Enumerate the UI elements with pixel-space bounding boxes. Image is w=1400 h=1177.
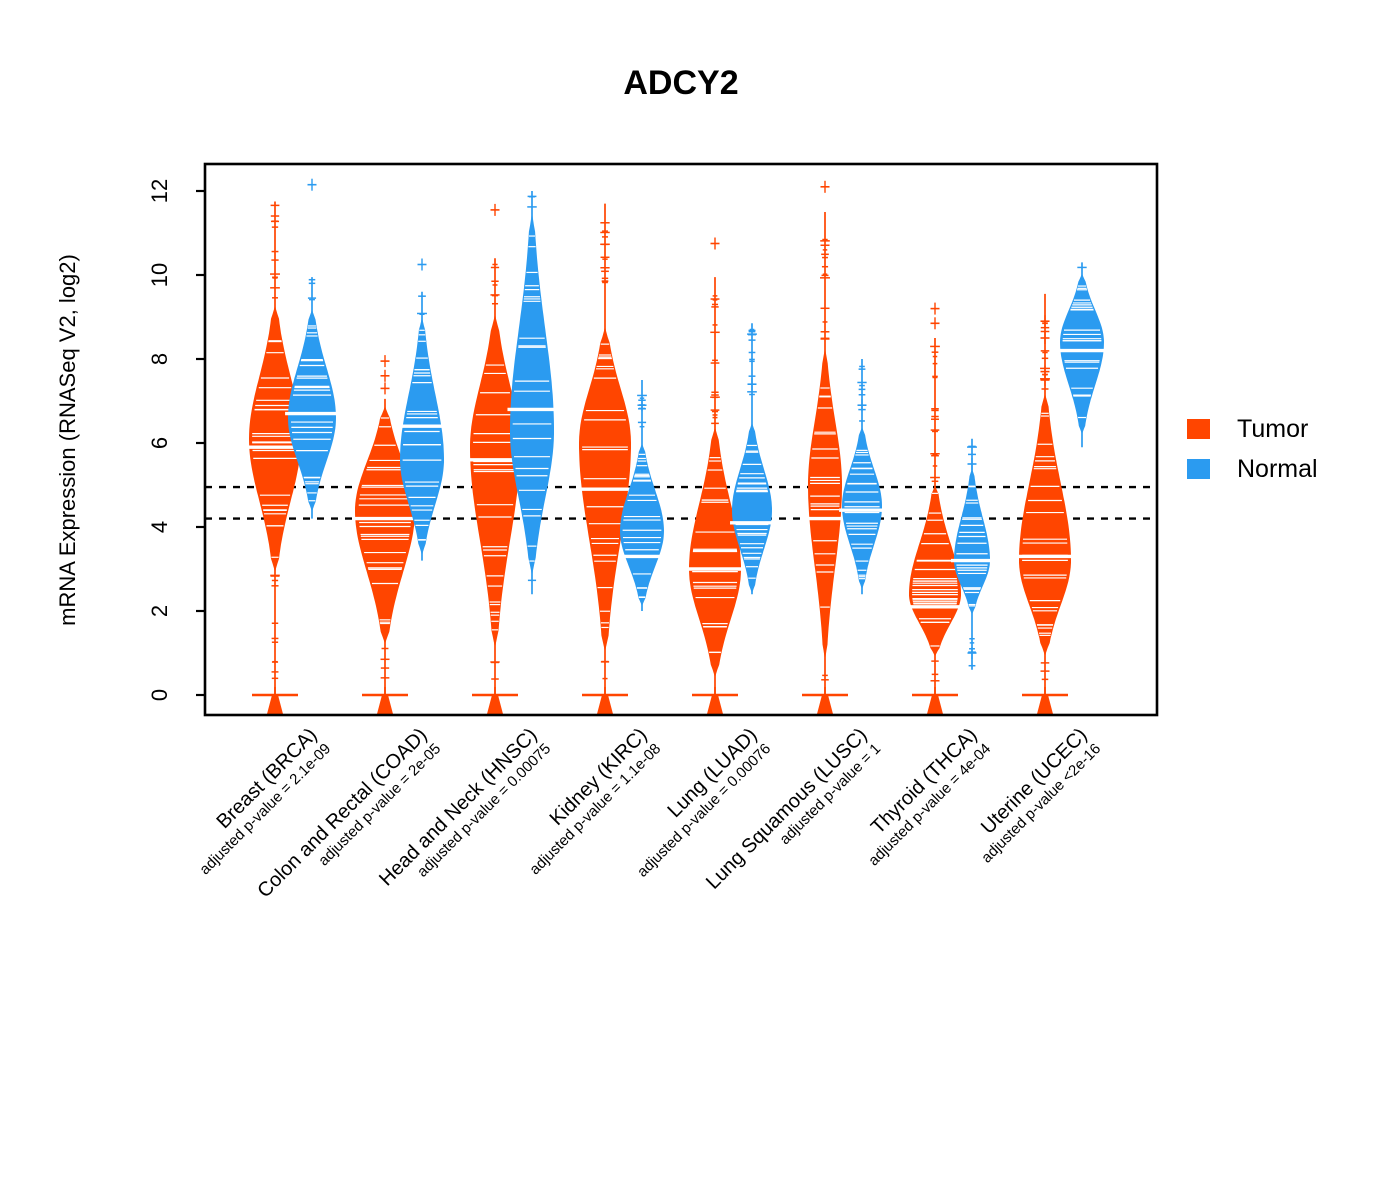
y-tick-label: 0 [147,688,172,702]
zero-stub [817,695,833,714]
violin-body [954,468,990,616]
violin-body [909,485,961,658]
violin-body [249,304,301,574]
violin-body [400,317,444,557]
violin-body [732,422,772,595]
zero-stub [707,695,723,714]
legend-label: Normal [1237,454,1318,483]
violin-body [510,212,554,578]
zero-stub [267,695,283,714]
legend-swatch-icon [1187,419,1210,439]
legend-label: Tumor [1237,414,1309,443]
plot-border [203,162,1159,717]
y-tick-label: 12 [147,178,172,204]
zero-stub [1037,695,1053,714]
violin-body [689,426,741,679]
y-tick-label: 4 [147,520,172,534]
legend-swatch-icon [1187,459,1210,479]
figure: ADCY2 mRNA Expression (RNASeq V2, log2) … [55,64,1318,903]
legend-item: Normal [1187,455,1318,483]
y-axis-title: mRNA Expression (RNASeq V2, log2) [55,254,80,626]
zero-stub [927,695,943,714]
violin-body [288,308,336,513]
zero-stub [597,695,613,714]
violin-body [842,426,882,590]
y-tick-label: 2 [147,604,172,618]
chart-title: ADCY2 [623,64,739,102]
violin-body [1060,272,1104,435]
y-tick-label: 8 [147,352,172,366]
legend: Tumor Normal [1187,415,1318,495]
zero-stub [487,695,503,714]
violin-body [355,405,415,645]
zero-stub [377,695,393,714]
legend-item: Tumor [1187,415,1318,443]
y-tick-label: 10 [147,262,172,288]
violin-plot-canvas [196,162,1159,717]
plot-area [205,178,1157,714]
y-tick-label: 6 [147,436,172,450]
violin-body [470,312,520,649]
violin-body [620,443,664,607]
violin-body [1019,392,1071,658]
